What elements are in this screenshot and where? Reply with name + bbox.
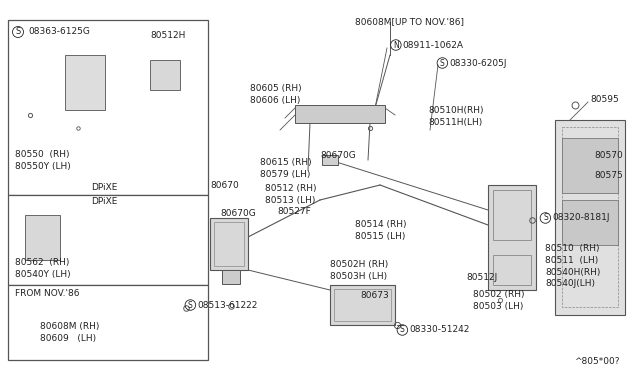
Text: S: S [188, 301, 193, 310]
Text: 80540Y (LH): 80540Y (LH) [15, 269, 70, 279]
Text: 80615 (RH): 80615 (RH) [260, 157, 312, 167]
Text: 80502 (RH): 80502 (RH) [473, 291, 525, 299]
Text: 80502H (RH): 80502H (RH) [330, 260, 388, 269]
Text: 80514 (RH): 80514 (RH) [355, 221, 406, 230]
Text: 80550  (RH): 80550 (RH) [15, 151, 70, 160]
Bar [555, 120, 625, 315]
Text: 80511  (LH): 80511 (LH) [545, 256, 598, 264]
Text: S: S [15, 28, 20, 36]
Text: DPiXE: DPiXE [92, 198, 118, 206]
Bar [222, 270, 240, 284]
Text: 08330-51242: 08330-51242 [409, 326, 469, 334]
Text: 80673: 80673 [360, 291, 388, 299]
Text: 80527F: 80527F [277, 208, 311, 217]
Text: 80503 (LH): 80503 (LH) [473, 302, 524, 311]
Text: 80510  (RH): 80510 (RH) [545, 244, 600, 253]
Bar [8, 195, 208, 285]
Text: 80503H (LH): 80503H (LH) [330, 273, 387, 282]
Bar [493, 255, 531, 285]
Text: 80579 (LH): 80579 (LH) [260, 170, 310, 179]
Bar [562, 127, 618, 307]
Text: S: S [440, 58, 445, 67]
Text: FROM NOV.'86: FROM NOV.'86 [15, 289, 79, 298]
Bar [493, 190, 531, 240]
Text: 80515 (LH): 80515 (LH) [355, 232, 405, 241]
Text: 80595: 80595 [590, 96, 619, 105]
Text: 80512J: 80512J [466, 273, 497, 282]
Text: 80540H(RH): 80540H(RH) [545, 267, 600, 276]
Text: 08363-6125G: 08363-6125G [28, 28, 90, 36]
Text: ^805*00?: ^805*00? [575, 357, 620, 366]
Text: 80562  (RH): 80562 (RH) [15, 257, 69, 266]
Text: S: S [400, 326, 404, 334]
Text: 80606 (LH): 80606 (LH) [250, 96, 300, 105]
Bar [295, 105, 385, 123]
Text: 80512 (RH): 80512 (RH) [265, 183, 317, 192]
Text: 80575: 80575 [594, 170, 623, 180]
Bar [562, 138, 618, 193]
Text: 80608M (RH): 80608M (RH) [40, 321, 99, 330]
Text: 08320-8181J: 08320-8181J [552, 214, 609, 222]
Text: N: N [393, 41, 399, 49]
Bar [25, 215, 60, 260]
Bar [214, 222, 244, 266]
Text: 80511H(LH): 80511H(LH) [428, 118, 483, 126]
Text: 80605 (RH): 80605 (RH) [250, 83, 301, 93]
Text: 80670G: 80670G [220, 208, 256, 218]
Bar [150, 60, 180, 90]
Text: DPiXE: DPiXE [92, 183, 118, 192]
Text: 80670: 80670 [210, 180, 239, 189]
Text: 80550Y (LH): 80550Y (LH) [15, 163, 71, 171]
Bar [322, 155, 338, 165]
Text: S: S [543, 214, 548, 222]
Bar [562, 200, 618, 245]
Text: 80540J(LH): 80540J(LH) [545, 279, 595, 289]
Bar [8, 20, 208, 195]
Bar [330, 285, 395, 325]
Bar [488, 185, 536, 290]
Bar [210, 218, 248, 270]
Text: 80512H: 80512H [150, 31, 186, 39]
Text: 80570: 80570 [594, 151, 623, 160]
Text: 80609   (LH): 80609 (LH) [40, 334, 96, 343]
Text: 80608M[UP TO NOV.'86]: 80608M[UP TO NOV.'86] [355, 17, 464, 26]
Text: 08513-61222: 08513-61222 [197, 301, 257, 310]
Text: 08911-1062A: 08911-1062A [402, 41, 463, 49]
Text: 08330-6205J: 08330-6205J [449, 58, 506, 67]
Bar [65, 55, 105, 110]
Bar [334, 289, 391, 321]
Bar [8, 285, 208, 360]
Text: 80670G: 80670G [320, 151, 356, 160]
Text: 80510H(RH): 80510H(RH) [428, 106, 483, 115]
Text: 80513 (LH): 80513 (LH) [265, 196, 316, 205]
